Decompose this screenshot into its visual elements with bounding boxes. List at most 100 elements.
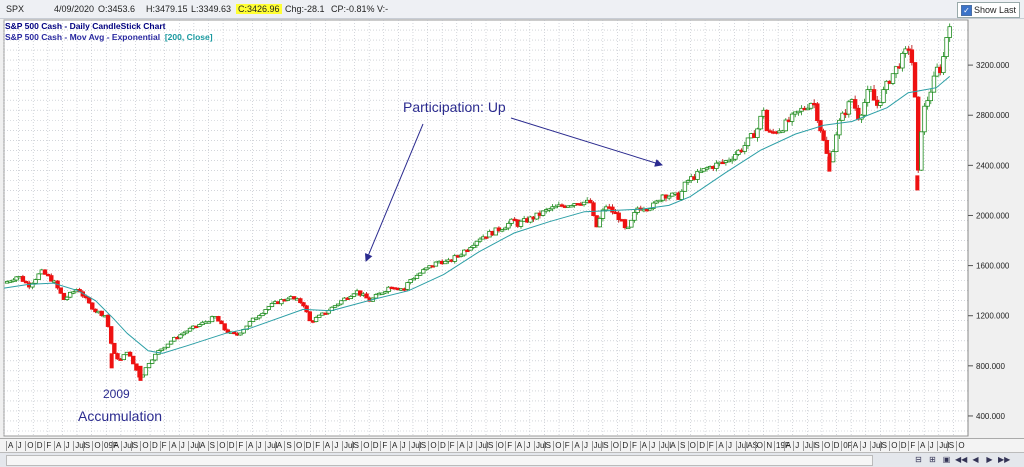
candle [893, 66, 899, 75]
x-tick-label: F [159, 441, 167, 451]
candle [247, 321, 253, 327]
x-tick-label: Jul [534, 441, 547, 451]
scroll-right-icon[interactable]: ▶ [986, 455, 993, 464]
candle [112, 342, 117, 354]
annotation-year: 2009 [103, 387, 130, 401]
candle [666, 195, 672, 199]
x-tick-label: A [639, 441, 647, 451]
candle [266, 306, 271, 310]
candle [304, 305, 309, 313]
candle [11, 279, 16, 282]
x-tick-label: A [169, 441, 177, 451]
x-tick-label: D [831, 441, 840, 451]
candle [610, 206, 615, 213]
x-tick-label: S [207, 441, 215, 451]
candle [458, 254, 464, 257]
last-page-icon[interactable]: ▶▶ [998, 455, 1011, 464]
scroll-thumb[interactable] [6, 455, 873, 466]
info-bar: SPX 4/09/2020 O:3453.6 H:3479.15 L:3349.… [0, 0, 1024, 19]
x-tick-label: F [505, 441, 513, 451]
candle [335, 303, 341, 307]
x-tick-label: Jul [937, 441, 950, 451]
candle [632, 212, 637, 221]
candle [414, 274, 420, 279]
x-tick-label: 09F [102, 441, 118, 451]
candle [758, 115, 763, 130]
x-tick-label: AS [745, 441, 758, 451]
x-tick-label: S [284, 441, 292, 451]
x-tick-label: O [217, 441, 226, 451]
x-tick-label: O [495, 441, 504, 451]
volume-value: V:- [377, 4, 389, 14]
candle [846, 101, 852, 115]
candle [209, 316, 215, 323]
candle [808, 102, 814, 109]
x-tick-label: F [44, 441, 52, 451]
x-tick-label: A [198, 441, 206, 451]
x-tick-label: S [812, 441, 820, 451]
candle [61, 292, 67, 300]
candle [540, 210, 546, 216]
candle [115, 353, 120, 360]
x-tick-label: O [361, 441, 370, 451]
candle [14, 276, 19, 281]
candle [143, 367, 149, 376]
candle [474, 240, 480, 246]
candle-low [915, 175, 920, 191]
legend-ema-params: [200, Close] [164, 32, 213, 42]
first-page-icon[interactable]: ◀◀ [955, 455, 968, 464]
candle [383, 291, 388, 294]
fit-icon[interactable]: ▣ [942, 455, 951, 464]
candle [317, 314, 322, 318]
candle [484, 236, 489, 239]
candle [871, 89, 877, 101]
candle [358, 290, 363, 296]
candle [789, 113, 795, 122]
show-last-toggle[interactable]: ✓ Show Last [956, 2, 1020, 18]
symbol-label: SPX [6, 4, 25, 14]
candle [900, 52, 905, 69]
x-tick-label: S [351, 441, 359, 451]
candle-low [109, 353, 114, 369]
candle [222, 323, 227, 331]
x-tick-label: A [390, 441, 398, 451]
candle [64, 296, 70, 300]
candle [720, 161, 725, 165]
x-tick-label: D [438, 441, 446, 451]
candle [257, 315, 262, 319]
chart-legend: S&P 500 Cash - Daily CandleStick Chart S… [5, 21, 213, 43]
x-tick-label: D [898, 441, 907, 451]
low-value: L:3349.63 [191, 4, 232, 14]
checkbox-checked-icon[interactable]: ✓ [960, 4, 972, 16]
candle [332, 305, 338, 308]
y-tick-label: 3200.000 [976, 61, 1010, 70]
zoom-out-icon[interactable]: ⊟ [915, 455, 922, 464]
x-tick-label: J [466, 441, 473, 451]
candle [837, 119, 842, 136]
candle [42, 269, 48, 275]
x-tick-label: S [82, 441, 91, 451]
x-tick-label: O [822, 441, 831, 451]
candle [629, 219, 634, 228]
high-value: H:3479.15 [146, 4, 188, 14]
price-chart[interactable]: 400.000 800.000 1200.000 1600.000 2000.000 24… [0, 18, 1024, 438]
scroll-bar[interactable]: ⊟ ⊞ ▣ ◀◀ ◀ ▶ ▶▶ [0, 452, 1024, 467]
zoom-in-icon[interactable]: ⊞ [929, 455, 936, 464]
x-tick-label: Jul [802, 441, 816, 451]
candle [58, 287, 63, 294]
x-tick-label: O [687, 441, 696, 451]
y-tick-label: 2000.000 [976, 211, 1010, 220]
candle [149, 359, 155, 364]
scroll-left-icon[interactable]: ◀ [972, 455, 979, 464]
candle [625, 226, 631, 230]
candle [99, 310, 104, 316]
x-tick-label: A [918, 441, 926, 451]
candle [862, 102, 867, 116]
x-tick-label: O [553, 441, 562, 451]
candle [443, 260, 448, 265]
x-tick-label: O [754, 441, 764, 451]
candle [178, 334, 183, 339]
x-tick-label: O [956, 441, 965, 451]
candle [931, 75, 937, 93]
